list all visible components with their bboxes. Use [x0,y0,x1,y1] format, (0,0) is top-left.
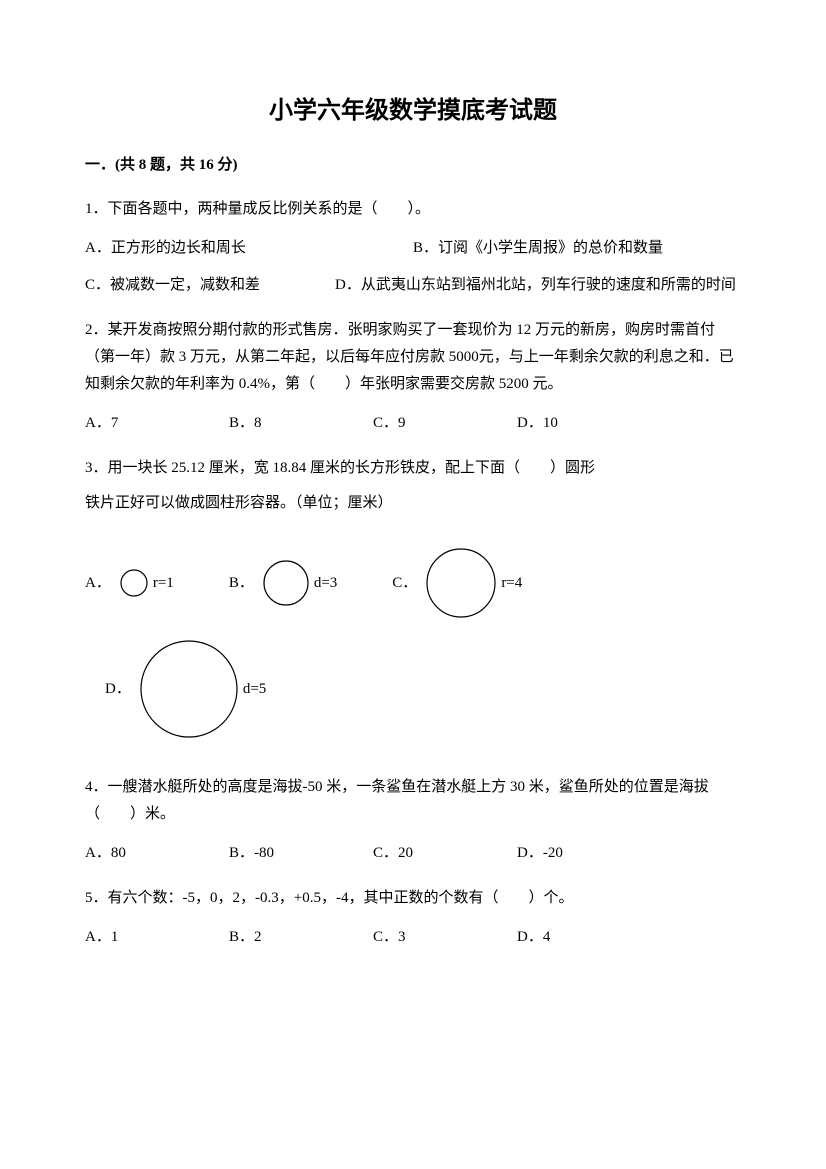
circle-icon [139,639,239,739]
q3-options-row1: A． r=1 B． d=3 C． r=4 [85,547,741,619]
q3-optD-label: D． [105,676,131,703]
q1-options-row2: C．被减数一定，减数和差D．从武夷山东站到福州北站，列车行驶的速度和所需的时间 [85,272,741,299]
q5-optA: A．1 [85,924,229,951]
question-2: 2．某开发商按照分期付款的形式售房．张明家购买了一套现价为 12 万元的新房，购… [85,317,741,437]
q4-optA: A．80 [85,840,229,867]
q2-text: 2．某开发商按照分期付款的形式售房．张明家购买了一套现价为 12 万元的新房，购… [85,317,741,398]
q4-text: 4．一艘潜水艇所处的高度是海拔-50 米，一条鲨鱼在潜水艇上方 30 米，鲨鱼所… [85,774,741,828]
q1-optD: D．从武夷山东站到福州北站，列车行驶的速度和所需的时间 [335,277,736,293]
q1-text: 1．下面各题中，两种量成反比例关系的是（ ）。 [85,196,741,223]
q3-optD: D． d=5 [85,639,741,739]
q4-optD: D．-20 [517,840,661,867]
question-5: 5．有六个数：-5，0，2，-0.3，+0.5，-4，其中正数的个数有（ ）个。… [85,885,741,951]
q3-optB: B． d=3 [229,559,337,607]
question-3: 3．用一块长 25.12 厘米，宽 18.84 厘米的长方形铁皮，配上下面（ ）… [85,455,741,739]
q5-options: A．1 B．2 C．3 D．4 [85,924,741,951]
q2-optB: B．8 [229,410,373,437]
q5-optD: D．4 [517,924,661,951]
q3-optC-label: C． [392,570,417,597]
q3-optA-radius: r=1 [153,570,174,597]
q2-optD: D．10 [517,410,661,437]
q1-optB: B．订阅《小学生周报》的总价和数量 [413,235,741,262]
question-4: 4．一艘潜水艇所处的高度是海拔-50 米，一条鲨鱼在潜水艇上方 30 米，鲨鱼所… [85,774,741,867]
circle-icon [119,568,149,598]
exam-title: 小学六年级数学摸底考试题 [85,90,741,125]
q5-text: 5．有六个数：-5，0，2，-0.3，+0.5，-4，其中正数的个数有（ ）个。 [85,885,741,912]
q3-optC-radius: r=4 [501,570,522,597]
q4-options: A．80 B．-80 C．20 D．-20 [85,840,741,867]
q3-optC: C． r=4 [392,547,522,619]
section-1-header: 一．(共 8 题，共 16 分) [85,153,741,174]
q1-options-row1: A．正方形的边长和周长 B．订阅《小学生周报》的总价和数量 [85,235,741,262]
q5-optC: C．3 [373,924,517,951]
q1-optC: C．被减数一定，减数和差 [85,272,335,299]
question-1: 1．下面各题中，两种量成反比例关系的是（ ）。 A．正方形的边长和周长 B．订阅… [85,196,741,299]
q4-optC: C．20 [373,840,517,867]
q3-optB-label: B． [229,570,254,597]
q3-text-line1: 3．用一块长 25.12 厘米，宽 18.84 厘米的长方形铁皮，配上下面（ ）… [85,455,741,482]
q4-optB: B．-80 [229,840,373,867]
q3-optA-label: A． [85,570,111,597]
q2-optA: A．7 [85,410,229,437]
q3-optD-radius: d=5 [243,676,266,703]
q2-options: A．7 B．8 C．9 D．10 [85,410,741,437]
q3-optB-radius: d=3 [314,570,337,597]
q5-optB: B．2 [229,924,373,951]
circle-icon [425,547,497,619]
q1-optA: A．正方形的边长和周长 [85,235,413,262]
q3-optA: A． r=1 [85,568,174,598]
circle-icon [262,559,310,607]
q2-optC: C．9 [373,410,517,437]
q3-text-line2: 铁片正好可以做成圆柱形容器。（单位；厘米） [85,490,741,517]
